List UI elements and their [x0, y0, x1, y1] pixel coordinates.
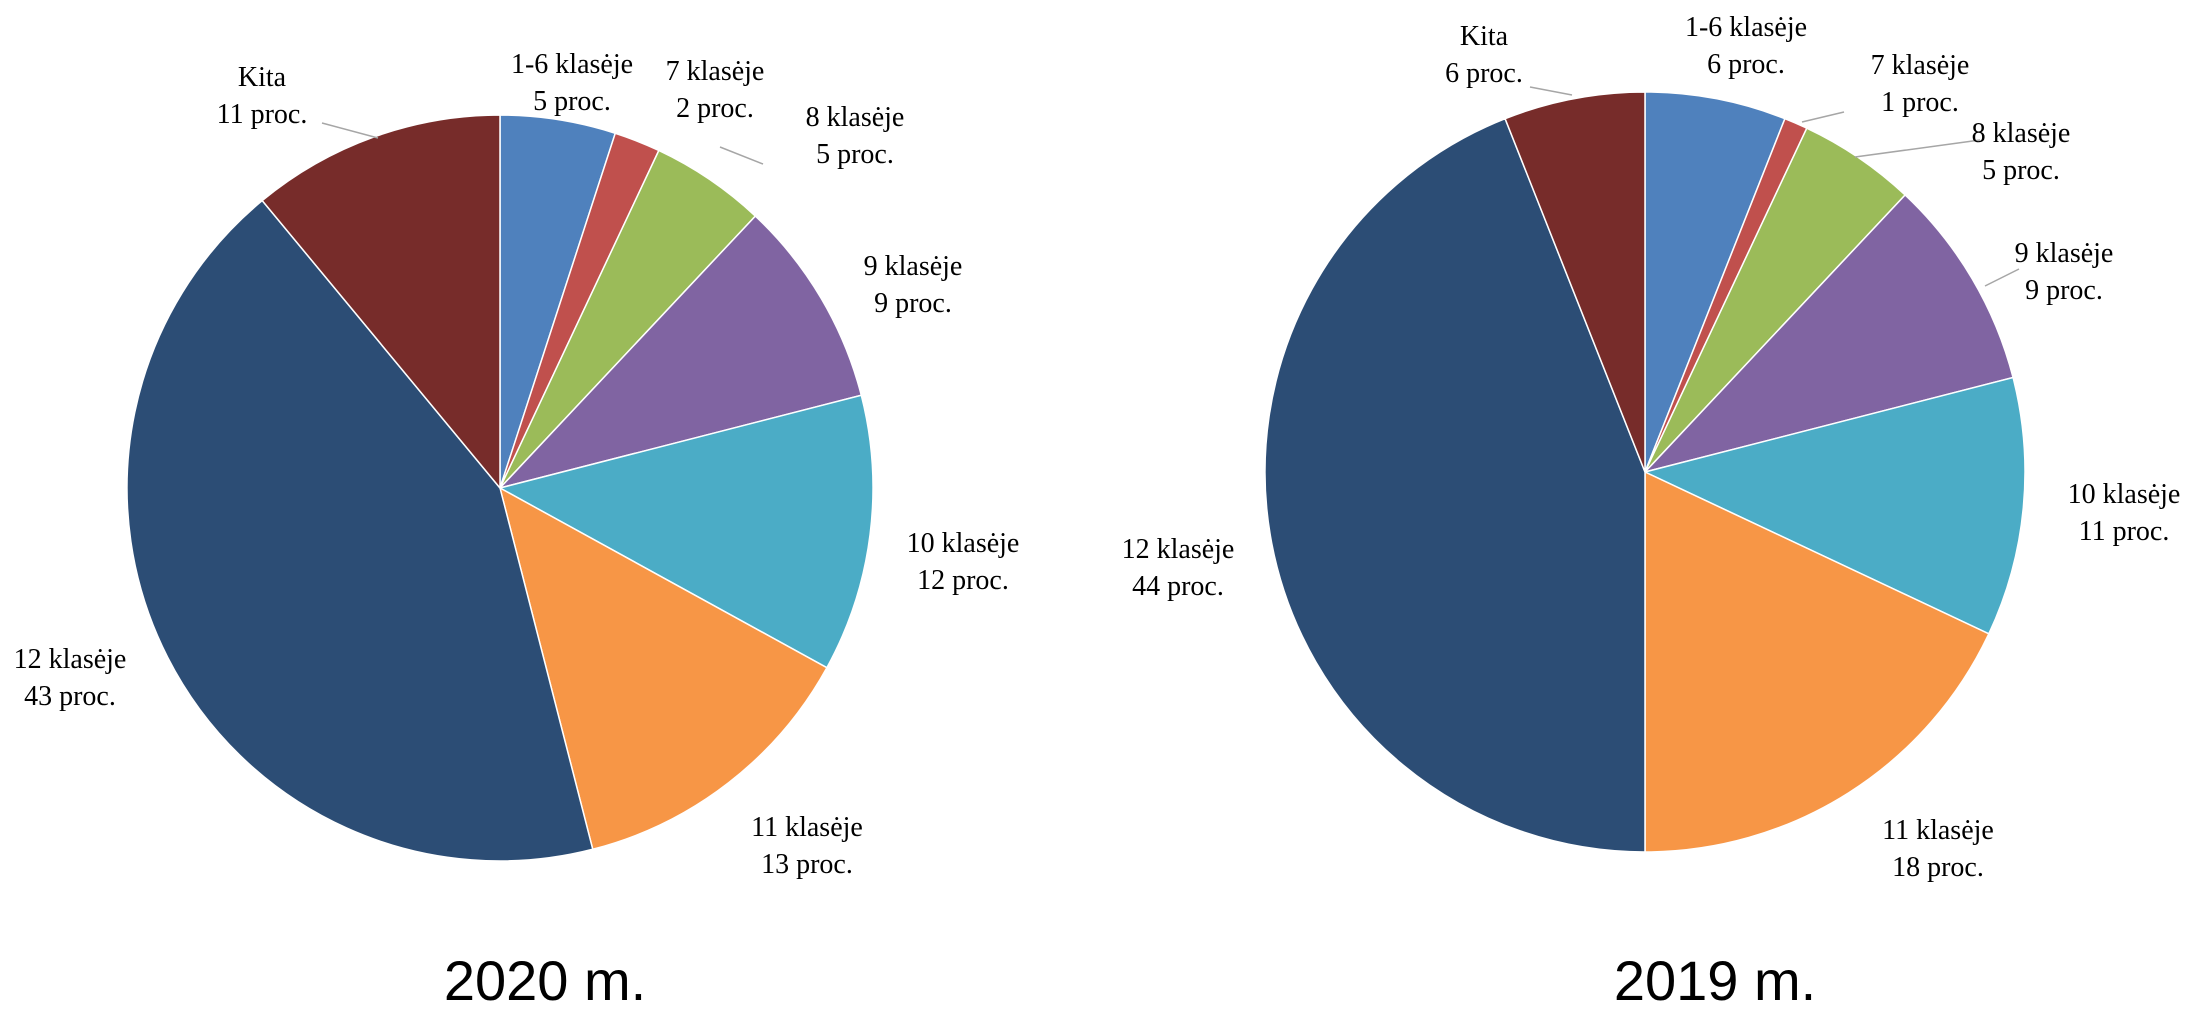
slice-name-label: 8 klasėje [806, 102, 905, 133]
slice-value-label: 11 proc. [2079, 516, 2170, 547]
slice-11-klaseje [498, 486, 828, 851]
slice-kita [1504, 91, 1646, 473]
slice-9-klaseje [497, 215, 863, 490]
leader-line-8-klaseje [719, 146, 764, 165]
slice-value-label: 12 proc. [917, 565, 1009, 596]
slice-value-label: 44 proc. [1132, 571, 1224, 602]
slice-value-label: 9 proc. [2025, 275, 2103, 306]
slice-name-label: 12 klasėje [1122, 534, 1235, 565]
slice-value-label: 11 proc. [217, 99, 308, 130]
slice-name-label: 7 klasėje [1871, 50, 1970, 81]
slice-value-label: 13 proc. [761, 849, 853, 880]
chart-title: 2020 m. [444, 949, 646, 1009]
leader-line-kita [321, 122, 379, 139]
slice-name-label: 1-6 klasėje [1685, 12, 1807, 43]
slice-12-klaseje [1264, 117, 1646, 853]
slice-value-label: 2 proc. [676, 93, 754, 124]
slice-name-label: 7 klasėje [666, 56, 765, 87]
leader-line-7-klaseje [1801, 111, 1845, 123]
slice-9-klaseje [1642, 193, 2014, 474]
slice-10-klaseje [1642, 376, 2026, 635]
slice-value-label: 43 proc. [24, 681, 116, 712]
slice-value-label: 6 proc. [1445, 58, 1523, 89]
slice-name-label: 1-6 klasėje [511, 49, 633, 80]
pie-chart-2020: 1-6 klasėje 5 proc. 7 klasėje 2 proc. 8 klas… [14, 49, 1020, 1009]
pie-chart-2019: 1-6 klasėje 6 proc. 7 klasėje 1 proc. 8 klas… [1122, 12, 2181, 1009]
leader-line-9-klaseje [1984, 268, 2020, 287]
slice-name-label: Kita [238, 62, 287, 93]
slice-name-label: 12 klasėje [14, 644, 127, 675]
slice-1-6-klaseje [1644, 91, 1786, 473]
slice-name-label: Kita [1460, 21, 1509, 52]
slice-11-klaseje [1644, 470, 1990, 853]
slice-name-label: 9 klasėje [2015, 238, 2114, 269]
slice-name-label: 9 klasėje [864, 251, 963, 282]
slice-name-label: 11 klasėje [751, 812, 863, 843]
slice-12-klaseje [126, 199, 594, 862]
slice-name-label: 10 klasėje [907, 528, 1020, 559]
slice-10-klaseje [497, 394, 874, 669]
slice-name-label: 11 klasėje [1882, 815, 1994, 846]
slice-value-label: 5 proc. [1982, 155, 2060, 186]
slice-value-label: 9 proc. [874, 288, 952, 319]
slice-value-label: 6 proc. [1707, 49, 1785, 80]
slice-value-label: 5 proc. [816, 139, 894, 170]
slice-name-label: 10 klasėje [2068, 479, 2181, 510]
leader-line-kita [1529, 86, 1573, 96]
slice-value-label: 18 proc. [1892, 852, 1984, 883]
chart-title: 2019 m. [1614, 949, 1816, 1009]
slice-value-label: 1 proc. [1881, 87, 1959, 118]
slice-value-label: 5 proc. [533, 86, 611, 117]
slice-name-label: 8 klasėje [1972, 118, 2071, 149]
leader-line-8-klaseje [1854, 139, 1981, 158]
